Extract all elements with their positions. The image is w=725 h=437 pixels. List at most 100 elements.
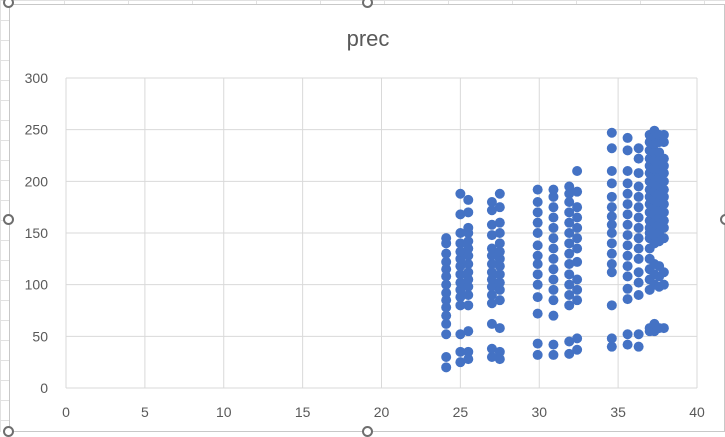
x-tick-label: 30 (531, 404, 547, 420)
data-point (532, 338, 543, 349)
data-point (572, 202, 583, 213)
x-tick-label: 35 (610, 404, 626, 420)
data-point (572, 344, 583, 355)
data-point (532, 207, 543, 218)
data-point (633, 153, 644, 164)
resize-handle-middle-right[interactable] (720, 214, 725, 225)
data-point (494, 217, 505, 228)
data-point (463, 274, 474, 285)
data-point (633, 341, 644, 352)
data-point (572, 274, 583, 285)
y-tick-label: 200 (25, 173, 49, 189)
data-point (494, 295, 505, 306)
data-point (622, 209, 633, 220)
data-point (548, 222, 559, 233)
data-point (486, 298, 497, 309)
data-point (486, 230, 497, 241)
data-point (564, 259, 575, 269)
data-point (532, 349, 543, 360)
data-point (441, 256, 452, 267)
data-point (463, 236, 474, 247)
data-point (606, 219, 617, 230)
data-point (494, 261, 505, 272)
data-point (606, 202, 617, 213)
data-point (633, 277, 644, 288)
data-point (572, 212, 583, 223)
data-point (486, 250, 497, 261)
data-point (564, 279, 575, 290)
data-point (633, 329, 644, 340)
data-point (486, 274, 497, 285)
data-point (532, 250, 543, 261)
data-point (658, 176, 669, 187)
data-point (532, 259, 543, 269)
data-point (572, 284, 583, 295)
data-point (441, 362, 452, 373)
data-point (564, 181, 575, 192)
y-tick-label: 250 (25, 122, 49, 138)
data-point (455, 228, 466, 238)
data-point (463, 267, 474, 278)
data-point (658, 168, 669, 179)
data-point (564, 290, 575, 300)
data-point (633, 253, 644, 264)
data-point (494, 246, 505, 257)
data-point (494, 238, 505, 249)
gridlines (65, 77, 698, 389)
data-point (532, 197, 543, 207)
data-point (486, 219, 497, 230)
data-point (622, 240, 633, 251)
data-point (572, 233, 583, 244)
data-point (441, 295, 452, 306)
data-point (572, 186, 583, 197)
data-point (633, 191, 644, 202)
x-tick-label: 20 (374, 404, 390, 420)
data-point (494, 228, 505, 238)
data-point (455, 300, 466, 311)
data-point (606, 300, 617, 311)
data-point (494, 253, 505, 264)
data-point (455, 209, 466, 220)
resize-handle-top-left[interactable] (3, 0, 14, 8)
data-point (658, 267, 669, 278)
data-point (548, 339, 559, 350)
resize-handle-middle-left[interactable] (3, 214, 14, 225)
data-point (622, 250, 633, 261)
data-point (548, 253, 559, 264)
data-point (606, 211, 617, 222)
data-point (486, 243, 497, 254)
data-points (441, 125, 669, 373)
data-point (441, 279, 452, 290)
data-point (463, 250, 474, 261)
data-point (633, 290, 644, 300)
data-point (486, 205, 497, 216)
data-point (622, 339, 633, 350)
y-tick-label: 50 (32, 328, 48, 344)
data-point (622, 178, 633, 189)
data-point (455, 284, 466, 295)
data-point (622, 329, 633, 340)
data-point (606, 166, 617, 176)
data-point (633, 222, 644, 233)
data-point (548, 284, 559, 295)
data-point (564, 248, 575, 259)
data-point (572, 295, 583, 306)
data-point (494, 269, 505, 280)
data-point (548, 243, 559, 254)
data-point (606, 178, 617, 189)
data-point (658, 153, 669, 164)
x-tick-label: 5 (141, 404, 149, 420)
data-point (486, 352, 497, 362)
data-point (463, 326, 474, 337)
chart-area[interactable] (9, 4, 725, 432)
data-point (455, 261, 466, 272)
resize-handle-top-middle[interactable] (362, 0, 373, 8)
y-tick-label: 300 (25, 70, 49, 86)
x-tick-label: 15 (295, 404, 311, 420)
data-point (548, 310, 559, 321)
x-tick-label: 0 (62, 404, 70, 420)
data-point (622, 199, 633, 210)
data-point (548, 184, 559, 195)
data-point (564, 217, 575, 228)
data-point (572, 222, 583, 233)
